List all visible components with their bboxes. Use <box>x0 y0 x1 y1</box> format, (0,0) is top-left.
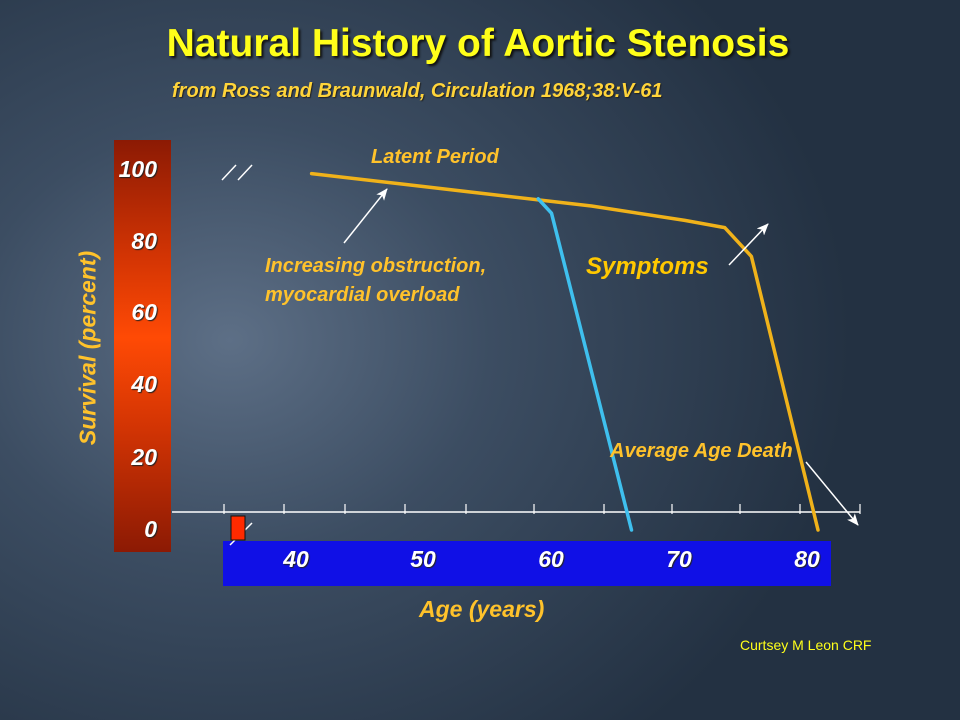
x-tick-label: 70 <box>666 546 692 572</box>
symptoms-arrow <box>728 223 769 266</box>
x-tick-label: 40 <box>283 546 309 572</box>
axis-break-mark <box>221 164 237 181</box>
axis-break-mark <box>237 164 253 181</box>
slide-title: Natural History of Aortic Stenosis <box>166 22 790 65</box>
x-axis-title: Age (years) <box>419 596 545 622</box>
y-tick-label: 0 <box>144 516 157 542</box>
slide-subtitle: from Ross and Braunwald, Circulation 196… <box>172 80 663 102</box>
x-axis-bar <box>223 541 831 586</box>
y-tick-label: 60 <box>131 299 157 325</box>
x-tick-label: 80 <box>794 546 820 572</box>
annotation-average-age-death: Average Age Death <box>610 440 793 462</box>
survival-curve-natural <box>309 171 820 532</box>
annotation-myocardial-overload: myocardial overload <box>265 284 460 306</box>
y-tick-label: 100 <box>118 156 157 182</box>
x-tick-label: 50 <box>410 546 436 572</box>
latent-period-arrow <box>343 188 388 244</box>
average-age-death-arrow <box>805 461 859 526</box>
y-axis-bar <box>114 140 171 552</box>
annotation-latent-period: Latent Period <box>371 146 499 168</box>
survival-curve-symptomatic <box>536 197 634 532</box>
y-tick-label: 40 <box>131 371 157 397</box>
annotation-increasing-obstruction: Increasing obstruction, <box>265 255 487 277</box>
credit-text: Curtsey M Leon CRF <box>740 637 872 653</box>
annotation-symptoms: Symptoms <box>586 253 709 280</box>
y-tick-label: 20 <box>131 444 157 470</box>
axis-break-marker <box>230 515 246 541</box>
y-tick-label: 80 <box>131 228 157 254</box>
x-tick-label: 60 <box>538 546 564 572</box>
